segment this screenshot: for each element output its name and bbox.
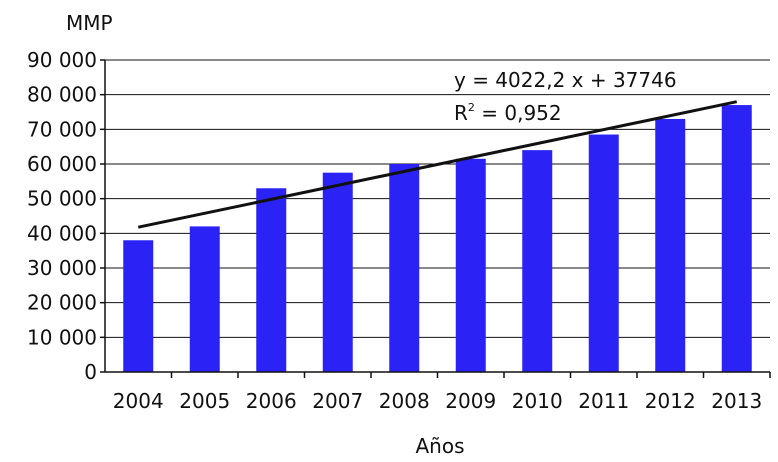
y-tick-label: 30 000 [27,256,97,280]
bar-2006 [256,188,287,372]
x-axis-label: Años [415,434,464,458]
trend-line [137,100,738,229]
x-tick-label: 2013 [711,389,762,413]
bar-2008 [389,164,420,372]
x-tick-label: 2006 [246,389,297,413]
y-tick-label: 70 000 [27,117,97,141]
tick-labels: 0 10 000 20 000 30 000 40 000 50 000 60 000 70 … [27,48,762,413]
y-tick-label: 20 000 [27,291,97,315]
bars [123,105,752,373]
x-tick-label: 2012 [645,389,696,413]
bar-2004 [123,240,154,372]
y-tick-label: 10 000 [27,325,97,349]
x-tick-label: 2008 [379,389,430,413]
x-tick-label: 2010 [512,389,563,413]
bar-2010 [522,150,553,372]
x-tick-label: 2005 [179,389,230,413]
bar-2005 [189,226,220,372]
r-squared-superscript: 2 [468,101,475,114]
bar-2007 [322,172,353,372]
x-tick-label: 2009 [445,389,496,413]
r-squared-label: R2 = 0,952 [454,101,562,125]
y-tick-label: 90 000 [27,48,97,72]
r-squared-value: = 0,952 [475,101,562,125]
axes [100,59,771,378]
bar-2009 [455,158,486,372]
trend-equation: y = 4022,2 x + 37746 [454,68,677,92]
y-tick-label: 80 000 [27,83,97,107]
x-tick-label: 2004 [113,389,164,413]
r-squared-symbol: R [454,101,468,125]
x-tick-label: 2007 [312,389,363,413]
y-axis-label: MMP [66,11,113,35]
y-tick-label: 40 000 [27,221,97,245]
y-tick-label: 60 000 [27,152,97,176]
y-tick-label: 50 000 [27,187,97,211]
bar-2011 [588,134,619,372]
bar-2012 [655,118,686,372]
bar-2013 [721,105,752,373]
y-tick-label: 0 [84,360,97,384]
x-tick-label: 2011 [578,389,629,413]
